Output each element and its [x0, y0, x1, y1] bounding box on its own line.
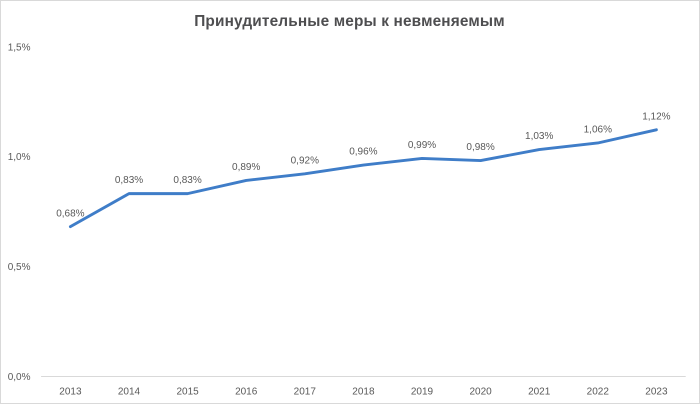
- svg-text:0,99%: 0,99%: [408, 140, 436, 151]
- svg-text:0,0%: 0,0%: [8, 372, 31, 383]
- svg-text:1,0%: 1,0%: [8, 152, 31, 163]
- svg-text:0,68%: 0,68%: [56, 208, 84, 219]
- svg-text:2014: 2014: [118, 387, 141, 398]
- svg-text:Принудительные меры к невменяе: Принудительные меры к невменяемым: [194, 13, 505, 30]
- svg-text:0,98%: 0,98%: [466, 142, 494, 153]
- svg-text:1,03%: 1,03%: [525, 131, 553, 142]
- svg-text:0,89%: 0,89%: [232, 162, 260, 173]
- svg-text:2020: 2020: [469, 387, 492, 398]
- svg-text:0,96%: 0,96%: [349, 147, 377, 158]
- svg-text:1,06%: 1,06%: [584, 125, 612, 136]
- svg-text:2022: 2022: [587, 387, 610, 398]
- svg-text:2017: 2017: [294, 387, 317, 398]
- svg-text:0,83%: 0,83%: [115, 175, 143, 186]
- svg-text:2013: 2013: [59, 387, 82, 398]
- svg-text:2019: 2019: [411, 387, 434, 398]
- svg-text:1,12%: 1,12%: [642, 111, 670, 122]
- svg-text:2023: 2023: [645, 387, 668, 398]
- svg-text:0,83%: 0,83%: [173, 175, 201, 186]
- svg-text:2018: 2018: [352, 387, 375, 398]
- svg-text:0,5%: 0,5%: [8, 262, 31, 273]
- svg-text:2021: 2021: [528, 387, 551, 398]
- svg-text:2015: 2015: [176, 387, 199, 398]
- svg-text:2016: 2016: [235, 387, 258, 398]
- svg-text:1,5%: 1,5%: [8, 43, 31, 54]
- svg-text:0,92%: 0,92%: [291, 155, 319, 166]
